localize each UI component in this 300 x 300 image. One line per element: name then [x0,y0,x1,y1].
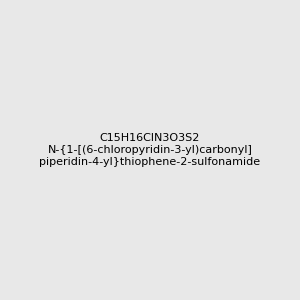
Text: C15H16ClN3O3S2
N-{1-[(6-chloropyridin-3-yl)carbonyl]
piperidin-4-yl}thiophene-2-: C15H16ClN3O3S2 N-{1-[(6-chloropyridin-3-… [39,134,261,166]
